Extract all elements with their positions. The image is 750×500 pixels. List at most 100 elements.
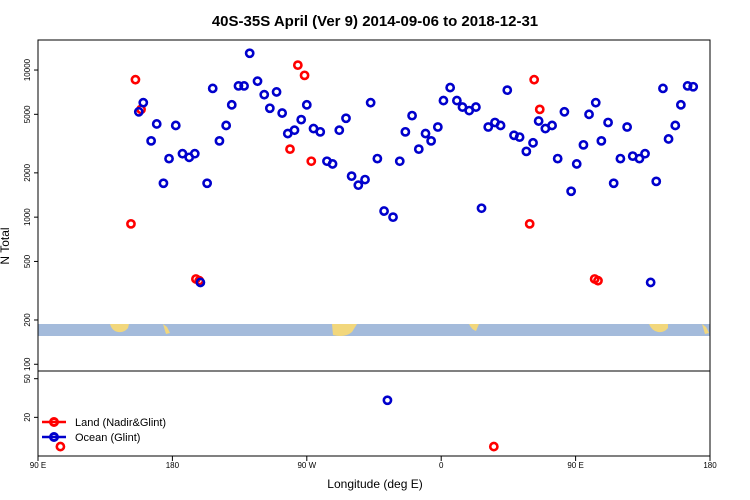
- ocean-point: [559, 106, 570, 117]
- ocean-point: [353, 180, 364, 191]
- map-land-australia-right: [649, 324, 668, 333]
- ocean-point: [226, 99, 237, 110]
- x-tick-label: 90 E: [30, 461, 46, 470]
- legend-ocean-label: Ocean (Glint): [75, 432, 140, 444]
- ocean-point: [264, 103, 275, 114]
- ocean-point: [214, 135, 225, 146]
- land-point: [488, 441, 499, 452]
- x-tick-label: 180: [703, 461, 717, 470]
- land-point: [306, 156, 317, 167]
- ocean-point: [495, 120, 506, 131]
- ocean-point: [590, 97, 601, 108]
- ocean-point: [158, 178, 169, 189]
- land-point: [292, 60, 303, 71]
- ocean-point: [146, 135, 157, 146]
- ocean-point: [372, 153, 383, 164]
- ocean-point: [502, 85, 513, 96]
- ocean-point: [476, 203, 487, 214]
- ocean-point: [584, 109, 594, 120]
- series-land: [55, 60, 603, 452]
- ocean-point: [675, 99, 686, 110]
- legend-land-label: Land (Nadir&Glint): [75, 417, 166, 429]
- ocean-point: [296, 114, 307, 125]
- ocean-point: [438, 95, 449, 106]
- legend: Land (Nadir&Glint) Ocean (Glint): [42, 417, 166, 444]
- ocean-point: [360, 174, 370, 185]
- ocean-point: [445, 82, 456, 93]
- ocean-point: [277, 108, 288, 118]
- map-land-africa: [469, 324, 479, 331]
- ocean-point: [603, 117, 613, 128]
- map-land-south-america: [332, 324, 357, 336]
- y-tick-label: 20: [23, 412, 32, 421]
- ocean-point: [301, 99, 312, 110]
- ocean-point: [346, 171, 357, 182]
- ocean-point: [151, 119, 162, 129]
- x-tick-label: 90 E: [567, 461, 583, 470]
- ocean-point: [170, 120, 181, 131]
- chart-title: 40S-35S April (Ver 9) 2014-09-06 to 2018…: [212, 13, 538, 30]
- land-point: [299, 70, 310, 81]
- plot-frame: [37, 39, 711, 457]
- ocean-point: [533, 116, 544, 126]
- ocean-point: [221, 120, 232, 131]
- ocean-point: [379, 206, 389, 216]
- ocean-point: [189, 148, 200, 159]
- map-land-nz-left: [163, 324, 170, 334]
- ocean-point: [634, 153, 645, 164]
- ocean-point: [394, 156, 405, 167]
- y-tick-label: 500: [23, 254, 32, 268]
- ocean-point: [640, 148, 650, 159]
- ocean-point: [413, 144, 424, 155]
- ocean-point: [578, 139, 589, 150]
- land-point: [130, 74, 141, 85]
- ocean-point: [271, 87, 282, 97]
- ocean-point: [252, 76, 263, 87]
- ocean-point: [521, 146, 532, 157]
- ocean-point: [451, 95, 462, 106]
- x-tick-label: 180: [166, 461, 180, 470]
- ocean-point: [420, 128, 431, 139]
- ocean-point: [334, 125, 345, 136]
- ocean-point: [670, 120, 681, 131]
- ocean-point: [259, 89, 270, 100]
- ocean-point: [202, 178, 213, 189]
- ocean-point: [483, 122, 494, 132]
- y-tick-label: 5000: [23, 105, 32, 123]
- y-tick-label: 1000: [23, 208, 32, 226]
- ocean-point: [566, 186, 577, 197]
- ocean-point: [341, 113, 351, 124]
- map-ocean-band: [38, 324, 710, 336]
- world-map-strip: [38, 324, 710, 336]
- ocean-point: [615, 153, 626, 164]
- ocean-point: [388, 212, 398, 223]
- ocean-point: [164, 153, 174, 164]
- ocean-point: [571, 159, 582, 169]
- ocean-point: [658, 83, 668, 94]
- map-land-nz-right: [702, 324, 709, 334]
- ocean-point: [315, 126, 326, 137]
- ocean-point: [239, 81, 249, 91]
- ocean-point: [528, 137, 538, 148]
- x-axis: 90 E 180 90 W 0 90 E 180: [30, 456, 717, 470]
- land-point: [55, 441, 66, 452]
- y-tick-label: 200: [23, 313, 32, 327]
- ocean-point: [514, 132, 525, 143]
- ocean-point: [244, 48, 255, 59]
- x-axis-title: Longitude (deg E): [327, 477, 422, 491]
- ocean-point: [400, 126, 411, 137]
- land-point: [529, 74, 540, 85]
- ocean-point: [682, 81, 693, 91]
- x-tick-label: 90 W: [297, 461, 316, 470]
- y-axis-upper: 100 200 500 1000 2000 5000 10000: [23, 58, 38, 371]
- series-ocean: [133, 48, 699, 406]
- ocean-point: [645, 277, 656, 288]
- ocean-point: [663, 134, 674, 144]
- ocean-point: [407, 110, 417, 121]
- ocean-point: [195, 277, 206, 288]
- land-point: [285, 144, 295, 155]
- ocean-point: [596, 135, 607, 146]
- x-tick-label: 0: [439, 461, 444, 470]
